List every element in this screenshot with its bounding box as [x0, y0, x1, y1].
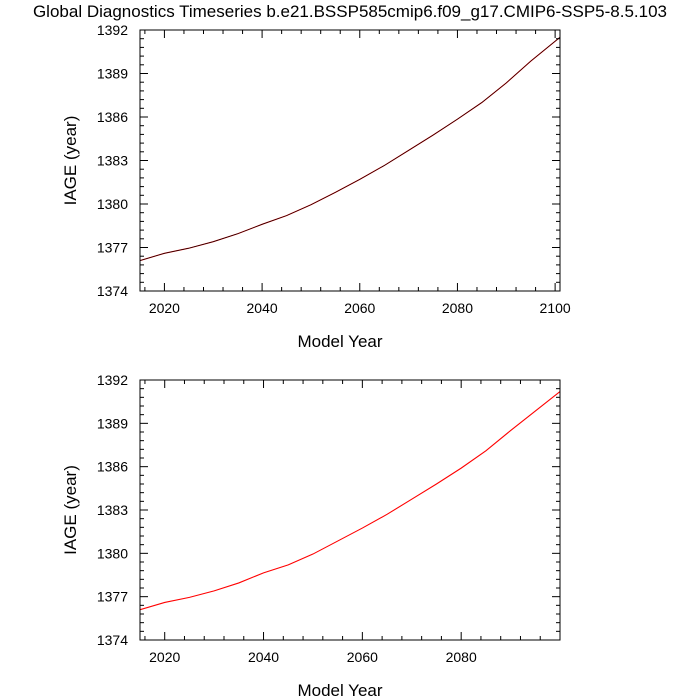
y-tick-label: 1374: [97, 283, 128, 299]
y-tick-label: 1389: [97, 415, 128, 431]
y-tick-label: 1380: [97, 196, 128, 212]
x-axis-label: Model Year: [297, 332, 382, 351]
y-tick-label: 1386: [97, 109, 128, 125]
x-tick-label: 2020: [149, 300, 180, 316]
x-tick-label: 2080: [442, 300, 473, 316]
y-axis-label: IAGE (year): [61, 465, 80, 555]
y-axis-label: IAGE (year): [61, 116, 80, 206]
x-axis-label: Model Year: [297, 681, 382, 700]
x-tick-label: 2040: [248, 649, 279, 665]
y-tick-label: 1386: [97, 459, 128, 475]
panel-1: 2020 2040 2060 2080 2100 1374 1377 1380 1383 1386…: [61, 22, 571, 351]
x-tick-label: 2100: [540, 300, 571, 316]
x-tick-label: 2040: [247, 300, 278, 316]
x-tick-label: 2080: [446, 649, 477, 665]
panel-2: 2020 2040 2060 2080 1374 1377 1380 1383 1386 1389…: [61, 372, 561, 700]
y-tick-label: 1374: [97, 632, 128, 648]
plot-frame: [139, 29, 561, 292]
series-line-2: [140, 37, 560, 261]
x-tick-label: 2060: [344, 300, 375, 316]
y-tick-label: 1383: [97, 153, 128, 169]
y-tick-label: 1377: [97, 589, 128, 605]
y-tick-label: 1389: [97, 66, 128, 82]
y-tick-label: 1377: [97, 240, 128, 256]
chart-title: Global Diagnostics Timeseries b.e21.BSSP…: [32, 2, 668, 21]
series-line-1: [140, 391, 560, 611]
y-tick-label: 1392: [97, 22, 128, 38]
x-tick-label: 2020: [149, 649, 180, 665]
y-tick-label: 1380: [97, 545, 128, 561]
x-tick-label: 2060: [347, 649, 378, 665]
y-tick-label: 1392: [97, 372, 128, 388]
series-line-1: [140, 36, 560, 262]
y-tick-label: 1383: [97, 502, 128, 518]
plot-frame: [139, 379, 561, 641]
